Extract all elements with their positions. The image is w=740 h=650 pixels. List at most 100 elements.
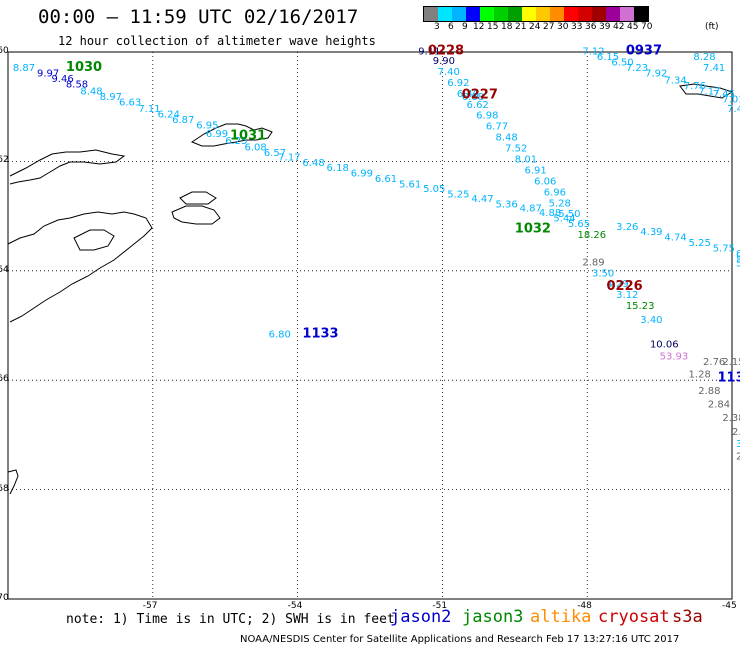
pass-time-label: 1030 (66, 60, 102, 75)
wave-height-value: 7.01 (722, 94, 740, 105)
wave-height-value: 4.87 (520, 204, 542, 215)
wave-height-value: 6.08 (245, 142, 267, 153)
wave-height-value: 6.18 (327, 163, 349, 174)
wave-height-value: 18.26 (578, 230, 607, 241)
wave-height-value: 6.57 (264, 148, 286, 159)
wave-height-value: 7.23 (626, 63, 648, 74)
wave-height-value: 2.88 (698, 386, 720, 397)
wave-height-value: 3.40 (640, 315, 662, 326)
wave-height-value: 6.48 (302, 158, 324, 169)
coastline-east-isles (679, 83, 734, 99)
pass-time-label: 1032 (515, 222, 551, 237)
satellite-cryosat: cryosat (598, 607, 670, 627)
map-frame (7, 51, 733, 600)
scale-label: 15 (487, 22, 499, 32)
wave-height-value: 7.76 (684, 81, 706, 92)
credit-line: NOAA/NESDIS Center for Satellite Applica… (240, 634, 680, 645)
scale-swatch (620, 7, 634, 21)
wave-height-value: 4.88 (539, 208, 561, 219)
wave-height-value: 2.83 (732, 427, 740, 438)
wave-height-value: 4.47 (471, 194, 493, 205)
footer-note: note: 1) Time is in UTC; 2) SWH is in fe… (66, 612, 395, 627)
wave-height-value: 6.25 (225, 136, 247, 147)
scale-label: 39 (599, 22, 611, 32)
wave-height-value: 7.4 (727, 104, 740, 115)
wave-height-value: 5.61 (399, 180, 421, 191)
scale-label: 18 (501, 22, 513, 32)
scale-label: 70 (641, 22, 653, 32)
wave-height-value: 6.92 (447, 78, 469, 89)
coastline-layer (7, 83, 734, 495)
scale-swatch (522, 7, 536, 21)
scale-label: 30 (557, 22, 569, 32)
scale-unit: (ft) (705, 22, 719, 32)
wave-height-value: 3.50 (592, 268, 614, 279)
wave-height-value: 6.24 (158, 110, 180, 121)
wave-height-value: 3.26 (616, 222, 638, 233)
coastline-island-a (190, 123, 273, 147)
wave-height-value: 5.25 (689, 238, 711, 249)
wave-height-labels: 8.87 9.979.468.588.488.976.637.116.246.87… (13, 44, 740, 463)
map-title: 00:00 – 11:59 UTC 02/16/2017 (38, 6, 359, 28)
wave-height-value: 6.40 (457, 89, 479, 100)
satellite-s3a: s3a (672, 607, 703, 627)
wave-height-value: 5.36 (495, 199, 517, 210)
wave-height-value: 6.68 (462, 92, 484, 103)
wave-height-value: 2.84 (708, 400, 730, 411)
scale-swatch (438, 7, 452, 21)
wave-height-color-scale (423, 6, 649, 22)
wave-height-value: 5.50 (558, 209, 580, 220)
satellite-jason2: jason2 (390, 607, 452, 627)
scale-label: 6 (448, 22, 454, 32)
pass-time-label: 1133 (302, 327, 338, 342)
scale-swatch (452, 7, 466, 21)
pass-time-label: 0227 (462, 87, 498, 102)
latitude-tick-label: -62 (0, 155, 9, 166)
latitude-tick-label: -60 (0, 46, 9, 56)
wave-height-value: 4.29 (607, 279, 629, 290)
scale-label: 24 (529, 22, 541, 32)
pass-time-label: 0226 (607, 279, 643, 294)
wave-height-value: 8.87 (13, 63, 35, 74)
satellite-altika: altika (530, 607, 592, 627)
scale-swatch (466, 7, 480, 21)
wave-height-value: 10.06 (650, 339, 679, 350)
scale-swatch (578, 7, 592, 21)
wave-height-value: 5.05 (423, 184, 445, 195)
wave-height-value: 5.25 (447, 190, 469, 201)
scale-label: 21 (515, 22, 527, 32)
longitude-tick-label: -54 (287, 601, 303, 611)
wave-height-value: 7.41 (703, 63, 725, 74)
longitude-tick-label: -45 (722, 601, 737, 611)
longitude-tick-label: -48 (577, 601, 592, 611)
wave-height-value: 7.12 (582, 47, 604, 58)
wave-height-value: 8.58 (66, 80, 88, 91)
wave-height-value: 2.38 (722, 413, 740, 424)
wave-height-value: 7.40 (438, 67, 460, 78)
satellite-jason3: jason3 (462, 607, 524, 627)
wave-height-value: 8.01 (515, 154, 537, 165)
scale-swatch (480, 7, 494, 21)
scale-swatch (550, 7, 564, 21)
wave-height-value: 6.15 (597, 52, 619, 63)
wave-height-value: 8.97 (100, 92, 122, 103)
coastline-south-shetland (9, 149, 126, 185)
coastline-inner-isle (73, 229, 115, 251)
pass-time-label: 1134 (718, 370, 740, 385)
wave-height-value: 6.50 (611, 58, 633, 69)
wave-height-value: 7.52 (505, 144, 527, 155)
wave-height-value: 7.34 (664, 76, 686, 87)
wave-height-value: 5.44 (553, 214, 575, 225)
wave-height-value: 8.48 (80, 87, 102, 98)
scale-swatch (424, 7, 438, 21)
scale-label: 3 (434, 22, 440, 32)
pass-time-label: 0228 (428, 44, 464, 59)
scale-label: 27 (543, 22, 555, 32)
scale-label: 36 (585, 22, 597, 32)
wave-height-value: 7.17 (278, 152, 300, 163)
wave-height-value: 3.41 (736, 439, 740, 450)
scale-swatch (606, 7, 620, 21)
longitude-tick-label: -51 (432, 601, 448, 611)
